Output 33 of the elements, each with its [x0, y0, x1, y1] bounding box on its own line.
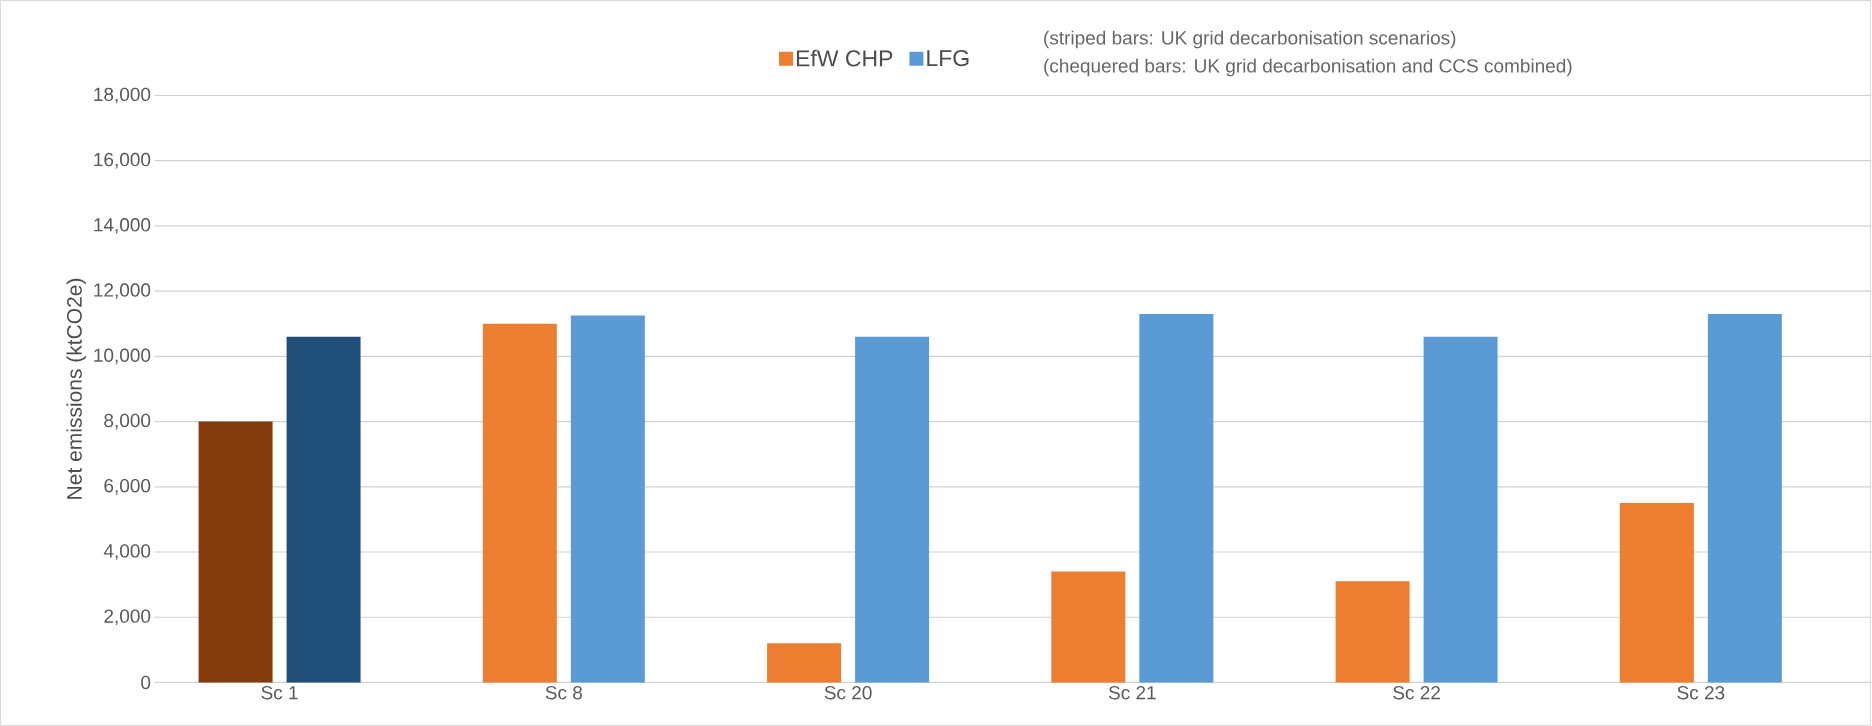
bar: [1139, 313, 1214, 683]
bar: [855, 336, 930, 683]
text: (chequered bars: UK grid decarbonisation and CCS combined): [1044, 58, 1572, 77]
bar: [1335, 581, 1410, 683]
bar: [570, 315, 645, 683]
bar: [198, 421, 273, 683]
y-axis-title: Net emissions (ktCO2e): [66, 278, 86, 499]
x-tick-label: Sc 21: [1108, 686, 1156, 700]
bar: [482, 323, 557, 683]
bar: [767, 643, 842, 683]
y-tick-label: 14,000: [94, 218, 151, 234]
y-tick-label: 18,000: [94, 87, 151, 104]
y-tick-label: 10,000: [94, 348, 151, 365]
bar: [1707, 313, 1782, 683]
y-tick-label: 6,000: [104, 478, 151, 495]
x-tick-label: Sc 8: [545, 686, 582, 700]
x-tick-label: Sc 20: [824, 686, 872, 700]
y-tick-label: 4,000: [103, 544, 151, 560]
legend-label: EfW CHP: [796, 49, 893, 67]
text: (striped bars: UK grid decarbonisation scenarios): [1044, 30, 1456, 49]
y-tick-label: 0: [141, 675, 151, 690]
bar: [1423, 336, 1498, 683]
y-tick-label: 8,000: [104, 413, 151, 430]
legend-label: LFG: [927, 49, 969, 67]
x-tick-label: Sc 23: [1677, 686, 1725, 700]
x-tick-label: Sc 22: [1393, 686, 1440, 700]
y-tick-label: 16,000: [94, 152, 151, 169]
x-tick-label: Sc 1: [261, 686, 298, 700]
y-tick-label: 12,000: [94, 283, 151, 300]
bar: [286, 336, 361, 683]
y-tick-label: 2,000: [104, 609, 151, 626]
bar: [1619, 503, 1694, 683]
bar: [1051, 571, 1126, 683]
